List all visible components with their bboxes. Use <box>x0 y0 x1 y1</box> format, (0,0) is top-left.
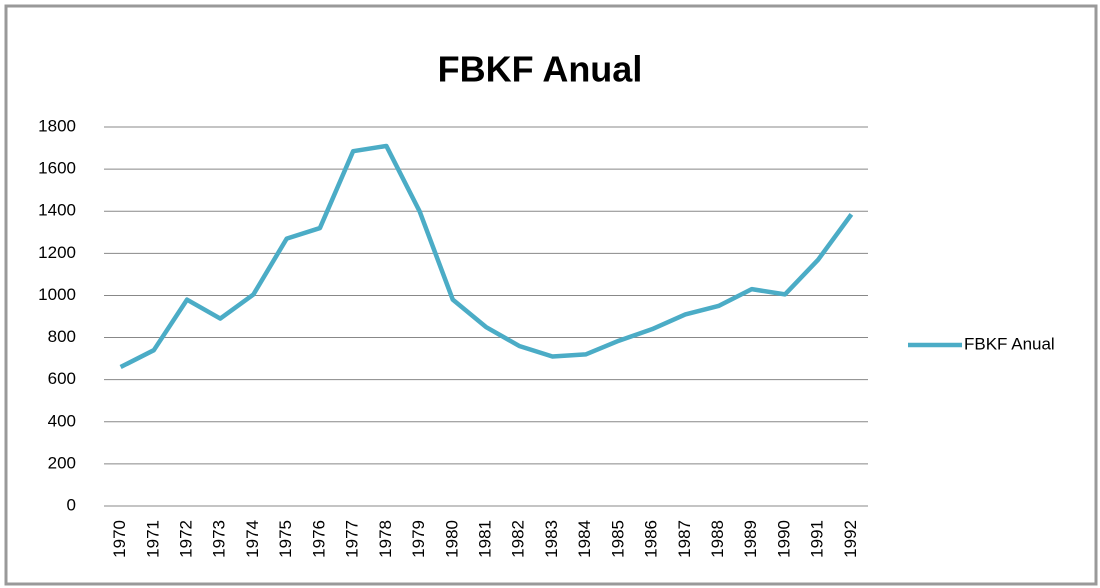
x-tick-label: 1986 <box>642 520 661 558</box>
x-tick-label: 1980 <box>442 520 461 558</box>
x-tick-label: 1981 <box>475 520 494 558</box>
y-tick-label: 200 <box>48 453 76 472</box>
chart-title: FBKF Anual <box>438 49 643 90</box>
y-tick-label: 1400 <box>38 201 76 220</box>
x-tick-label: 1990 <box>774 520 793 558</box>
x-tick-label: 1989 <box>741 520 760 558</box>
x-tick-label: 1983 <box>542 520 561 558</box>
x-tick-label: 1987 <box>675 520 694 558</box>
x-tick-label: 1972 <box>177 520 196 558</box>
x-tick-label: 1985 <box>608 520 627 558</box>
x-tick-label: 1970 <box>110 520 129 558</box>
x-tick-label: 1974 <box>243 520 262 558</box>
x-tick-label: 1982 <box>509 520 528 558</box>
x-tick-label: 1988 <box>708 520 727 558</box>
data-line <box>119 143 854 370</box>
x-tick-label: 1971 <box>143 520 162 558</box>
x-tick-label: 1979 <box>409 520 428 558</box>
legend-label: FBKF Anual <box>964 334 1055 353</box>
y-tick-label: 400 <box>48 411 76 430</box>
y-tick-label: 600 <box>48 369 76 388</box>
x-tick-label: 1984 <box>575 520 594 558</box>
x-tick-label: 1975 <box>276 520 295 558</box>
y-tick-label: 1200 <box>38 243 76 262</box>
x-tick-label: 1976 <box>309 520 328 558</box>
y-tick-label: 1600 <box>38 159 76 178</box>
x-tick-label: 1973 <box>210 520 229 558</box>
y-tick-label: 800 <box>48 327 76 346</box>
y-tick-label: 1000 <box>38 285 76 304</box>
x-tick-label: 1977 <box>343 520 362 558</box>
x-tick-label: 1978 <box>376 520 395 558</box>
y-tick-label: 1800 <box>38 116 76 135</box>
x-tick-label: 1991 <box>808 520 827 558</box>
x-tick-label: 1992 <box>841 520 860 558</box>
y-tick-label: 0 <box>67 495 76 514</box>
